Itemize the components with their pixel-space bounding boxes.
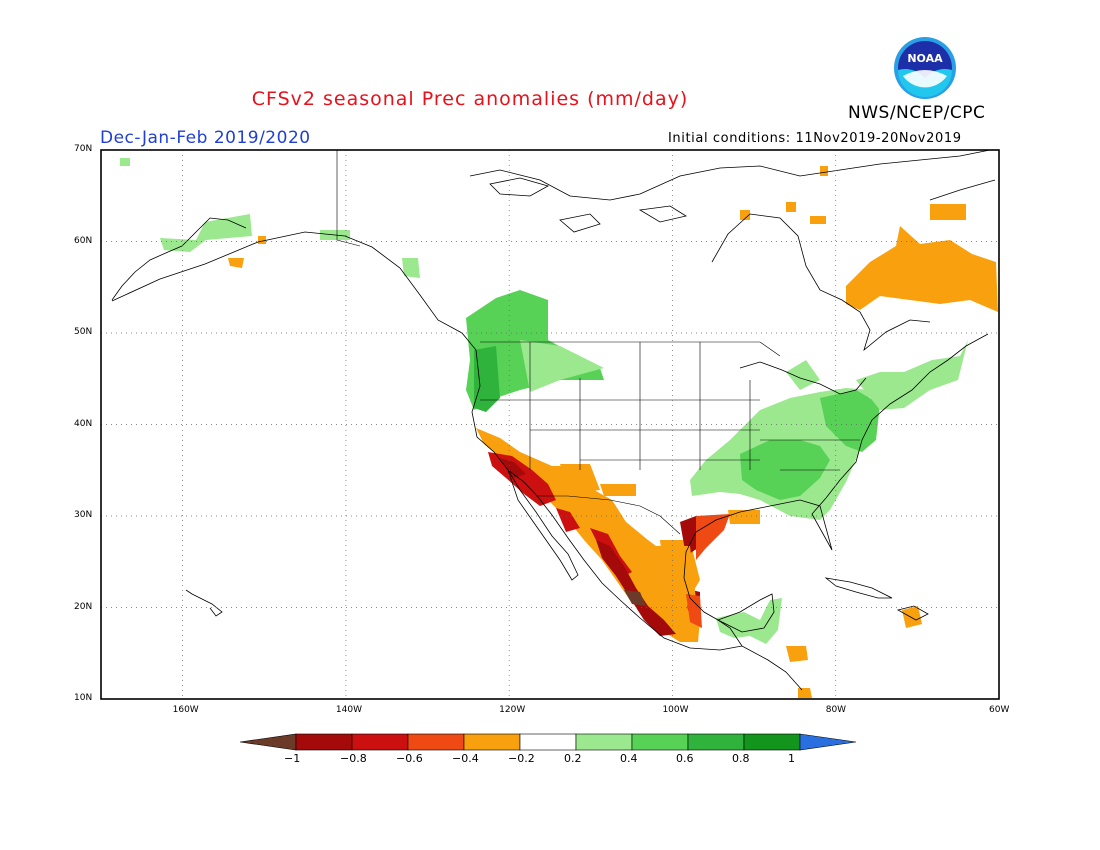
state-lines-2	[480, 399, 860, 471]
colorbar-tick-label: 0.8	[732, 752, 750, 765]
colorbar-tick-label: 0.4	[620, 752, 638, 765]
colorbar-swatch	[687, 733, 745, 751]
anomaly-region-new-england	[786, 340, 968, 410]
hawaii	[185, 589, 223, 617]
coastline-layer	[111, 149, 996, 691]
anomaly-region-southern-california-dry	[488, 452, 632, 578]
anomaly-region-quebec-labrador-dry	[228, 166, 998, 312]
map-frame	[100, 149, 1000, 700]
us-mexico-border	[536, 495, 681, 535]
lat-label: 20N	[74, 601, 93, 612]
anomaly-region-west-mexico-dry-core	[500, 458, 700, 636]
colorbar-tick-label: −1	[284, 752, 301, 765]
noaa-logo-icon: NOAA	[894, 37, 956, 99]
islands-arctic-2	[559, 213, 601, 233]
colorbar-swatch	[463, 733, 521, 751]
lon-label: 80W	[825, 705, 847, 715]
initial-conditions-label: Initial conditions: 11Nov2019-20Nov2019	[668, 131, 962, 146]
colorbar-swatch	[407, 733, 465, 751]
coastline-alaska-west	[111, 217, 247, 301]
lat-label: 60N	[74, 235, 93, 246]
lat-label: 40N	[74, 418, 93, 429]
colorbar-tick-label: 0.2	[564, 752, 582, 765]
colorbar-swatch	[575, 733, 633, 751]
lon-label: 120W	[499, 705, 526, 715]
coastline-hudson	[711, 213, 931, 352]
colorbar	[239, 733, 857, 751]
logo-text: NOAA	[907, 52, 943, 65]
lat-label: 10N	[74, 693, 93, 703]
colorbar-max-triangle	[799, 733, 857, 751]
greatlakes	[739, 361, 867, 395]
coastline-baja	[507, 469, 579, 581]
anomaly-region-inland-northwest	[520, 340, 604, 392]
org-label: NWS/NCEP/CPC	[848, 103, 986, 123]
colorbar-swatch	[519, 733, 577, 751]
coastline-gulf	[683, 333, 989, 647]
greenland-edge	[929, 179, 996, 201]
hispaniola	[896, 605, 929, 621]
map-title: CFSv2 seasonal Prec anomalies (mm/day)	[251, 88, 689, 110]
islands-arctic-1	[489, 177, 550, 197]
alaska-canada-border	[336, 150, 361, 247]
anomaly-region-east-mexico-dry	[656, 546, 696, 606]
season-label: Dec-Jan-Feb 2019/2020	[100, 128, 311, 148]
lon-label: 140W	[335, 705, 362, 715]
colorbar-tick-label: −0.6	[396, 752, 423, 765]
anomaly-region-mid-atlantic	[820, 390, 880, 452]
colorbar-tick-label: −0.8	[340, 752, 367, 765]
colorbar-tick-label: 1	[788, 752, 795, 765]
colorbar-swatch	[743, 733, 801, 751]
lon-label: 100W	[662, 705, 689, 715]
coastline-arctic	[469, 149, 991, 201]
colorbar-swatch	[295, 733, 353, 751]
political-borders	[336, 150, 860, 535]
anomaly-region-western-oregon-coast	[474, 346, 500, 412]
us-canada-border	[480, 341, 781, 357]
lat-label: 30N	[74, 510, 93, 520]
coastline-west	[111, 231, 803, 691]
anomaly-region-central-america-wet	[716, 598, 782, 644]
coastline-yucatan	[716, 593, 775, 633]
colorbar-tick-label: −0.4	[452, 752, 479, 765]
cuba	[824, 577, 893, 599]
colorbar-swatch	[631, 733, 689, 751]
colorbar-tick-label: 0.6	[676, 752, 694, 765]
colorbar-swatch	[351, 733, 409, 751]
anomaly-region-caribbean-spots	[786, 606, 922, 698]
lat-label: 50N	[74, 327, 93, 337]
anomaly-region-gulf-coast-dry	[686, 514, 730, 628]
anomaly-region-west-mexico-extreme	[624, 590, 646, 606]
lon-label: 60W	[989, 705, 1010, 715]
colorbar-min-triangle	[239, 733, 297, 751]
anomaly-region-alaska-wet-spots	[120, 158, 420, 278]
anomaly-fill-layer	[120, 158, 998, 698]
islands-arctic-3	[638, 205, 688, 223]
state-lines-1	[529, 342, 751, 470]
colorbar-tick-label: −0.2	[508, 752, 535, 765]
lon-label: 160W	[172, 705, 199, 715]
lat-label: 70N	[74, 144, 93, 154]
